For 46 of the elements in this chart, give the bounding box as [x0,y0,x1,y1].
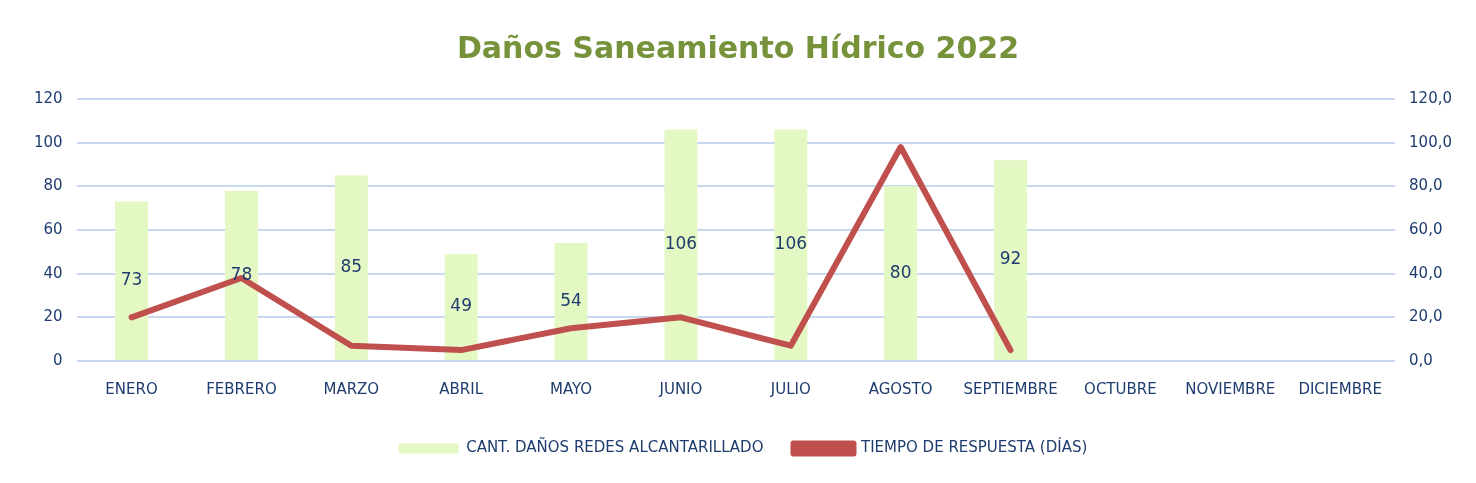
y-tick-label: 80 [43,176,63,195]
y2-tick-label: 60,0 [1409,219,1443,238]
bar [115,201,149,360]
bar [224,190,258,360]
bar [994,160,1027,360]
y-tick-label: 40 [43,263,63,282]
x-tick-label: JUNIO [658,379,703,398]
bar [884,186,918,360]
data-label: 106 [664,233,698,254]
x-tick-label: ABRIL [439,379,484,398]
x-tick-label: SEPTIEMBRE [963,379,1058,398]
y-tick-label: 0 [53,350,63,369]
chart-title: Daños Saneamiento Hídrico 2022 [455,29,1021,67]
y2-tick-label: 120,0 [1409,88,1453,107]
x-tick-label: AGOSTO [868,379,933,398]
x-tick-label: ENERO [105,379,158,398]
y2-tick-label: 20,0 [1409,307,1443,326]
x-tick-label: MARZO [323,379,380,398]
data-label: 49 [450,295,472,316]
bar [444,254,478,360]
bar [554,243,588,360]
data-label: 54 [560,289,582,310]
y2-tick-label: 80,0 [1409,176,1443,195]
data-label: 92 [999,248,1022,269]
y2-tick-label: 100,0 [1409,132,1453,151]
y2-tick-label: 40,0 [1409,263,1443,282]
legend-label: TIEMPO DE RESPUESTA (DÍAS) [859,437,1088,457]
x-tick-label: JULIO [769,379,811,398]
x-tick-label: DICIEMBRE [1298,379,1382,398]
x-tick-label: FEBRERO [206,379,277,398]
legend-label: CANT. DAÑOS REDES ALCANTARILLADO [466,437,764,457]
y2-tick-label: 0,0 [1409,350,1433,369]
data-label: 85 [340,256,363,277]
bar [334,175,368,360]
x-tick-label: OCTUBRE [1084,379,1157,398]
x-tick-label: NOVIEMBRE [1185,379,1276,398]
y-tick-label: 20 [43,307,63,326]
data-label: 106 [774,233,808,254]
bar [774,129,808,360]
x-tick-label: MAYO [549,379,593,398]
bar [664,129,698,360]
y-tick-label: 100 [33,132,63,151]
data-label: 80 [889,261,912,282]
y-tick-label: 60 [43,219,63,238]
data-label: 73 [120,269,143,290]
y-tick-label: 120 [33,88,63,107]
